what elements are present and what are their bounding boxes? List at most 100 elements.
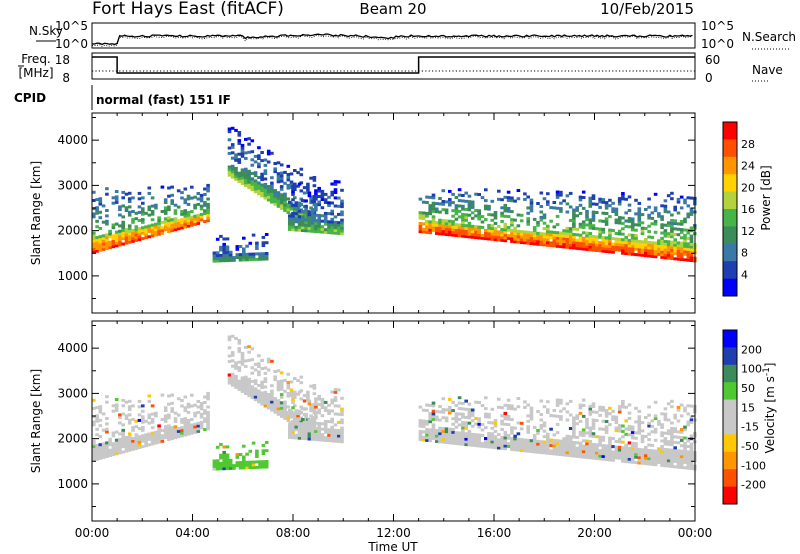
- power-cell: [101, 204, 106, 208]
- power-cell: [141, 196, 145, 200]
- velocity-cell: [666, 418, 671, 422]
- power-cell: [532, 236, 537, 240]
- velocity-cell: [312, 384, 317, 387]
- power-cell: [617, 229, 622, 233]
- velocity-cell: [578, 430, 583, 434]
- power-cell: [454, 212, 459, 216]
- velocity-cell: [317, 411, 321, 415]
- power-cell: [630, 228, 635, 232]
- power-cell: [562, 234, 566, 238]
- velocity-cell: [264, 462, 269, 466]
- power-cell: [276, 196, 281, 200]
- power-cell: [637, 242, 642, 246]
- colorbar-tick-label: 8: [741, 247, 748, 260]
- velocity-cell: [487, 437, 491, 441]
- power-cell: [127, 210, 132, 214]
- power-cell: [683, 239, 687, 243]
- velocity-cell: [330, 390, 334, 394]
- power-cell: [484, 218, 488, 222]
- velocity-cell: [683, 450, 687, 454]
- velocity-cell: [572, 451, 576, 455]
- power-cell: [679, 230, 684, 234]
- power-cell: [441, 200, 446, 203]
- power-cell: [98, 210, 103, 214]
- power-cell: [291, 190, 295, 194]
- velocity-cell: [230, 359, 235, 363]
- power-cell: [448, 222, 452, 226]
- power-cell: [683, 220, 687, 224]
- velocity-cell: [601, 446, 606, 450]
- velocity-cell: [598, 427, 602, 431]
- velocity-cell: [222, 450, 226, 454]
- colorbar-swatch: [723, 243, 737, 262]
- velocity-cell: [673, 454, 677, 458]
- power-cell: [565, 202, 570, 206]
- power-cell: [503, 214, 508, 218]
- power-cell: [536, 237, 540, 241]
- velocity-cell: [627, 441, 632, 445]
- power-cell: [611, 250, 615, 254]
- velocity-cell: [131, 447, 135, 451]
- velocity-cell: [230, 353, 235, 357]
- power-cell: [244, 156, 248, 160]
- power-cell: [542, 238, 547, 241]
- velocity-cell: [660, 425, 664, 429]
- velocity-cell: [266, 395, 271, 399]
- power-cell: [588, 240, 593, 244]
- velocity-cell: [506, 398, 511, 402]
- power-cell: [199, 215, 204, 219]
- power-cell: [314, 208, 318, 212]
- colorbar-swatch: [723, 486, 737, 505]
- velocity-cell: [141, 409, 145, 413]
- colorbar-tick-label: 24: [741, 160, 755, 173]
- velocity-cell: [559, 401, 563, 405]
- power-cell: [222, 242, 226, 246]
- velocity-cell: [604, 409, 609, 413]
- power-cell: [317, 224, 321, 228]
- power-cell: [591, 235, 596, 238]
- power-cell: [276, 193, 281, 197]
- velocity-cell: [513, 426, 517, 430]
- velocity-cell: [314, 397, 318, 401]
- power-cell: [588, 202, 593, 206]
- velocity-cell: [516, 437, 521, 441]
- power-cell: [327, 225, 331, 229]
- power-cell: [428, 206, 432, 210]
- power-cell: [301, 229, 305, 232]
- power-cell: [660, 247, 664, 251]
- power-cell: [250, 177, 255, 181]
- power-cell: [506, 190, 511, 194]
- power-cell: [506, 209, 511, 213]
- velocity-cell: [634, 436, 638, 440]
- velocity-cell: [293, 417, 297, 421]
- velocity-cell: [601, 435, 606, 439]
- velocity-cell: [141, 439, 145, 443]
- power-cell: [513, 229, 517, 233]
- velocity-cell: [683, 441, 687, 445]
- velocity-cell: [418, 421, 423, 425]
- velocity-cell: [630, 425, 635, 429]
- velocity-cell: [137, 418, 142, 422]
- velocity-cell: [235, 455, 240, 459]
- velocity-cell: [183, 433, 188, 437]
- velocity-cell: [448, 435, 452, 439]
- power-cell: [679, 252, 684, 256]
- power-cell: [105, 187, 109, 191]
- power-cell: [523, 233, 527, 237]
- power-cell: [101, 247, 106, 251]
- power-cell: [650, 254, 655, 258]
- power-cell: [644, 246, 648, 249]
- velocity-cell: [578, 403, 583, 407]
- power-cell: [454, 217, 459, 221]
- velocity-cell: [676, 457, 681, 461]
- power-cell: [327, 204, 331, 207]
- velocity-cell: [173, 430, 178, 434]
- velocity-cell: [441, 440, 446, 444]
- velocity-cell: [683, 447, 687, 451]
- velocity-cell: [154, 436, 158, 440]
- power-cell: [121, 237, 125, 241]
- velocity-cell: [464, 415, 468, 419]
- velocity-cell: [666, 429, 671, 433]
- power-cell: [435, 202, 439, 206]
- power-cell: [578, 203, 583, 207]
